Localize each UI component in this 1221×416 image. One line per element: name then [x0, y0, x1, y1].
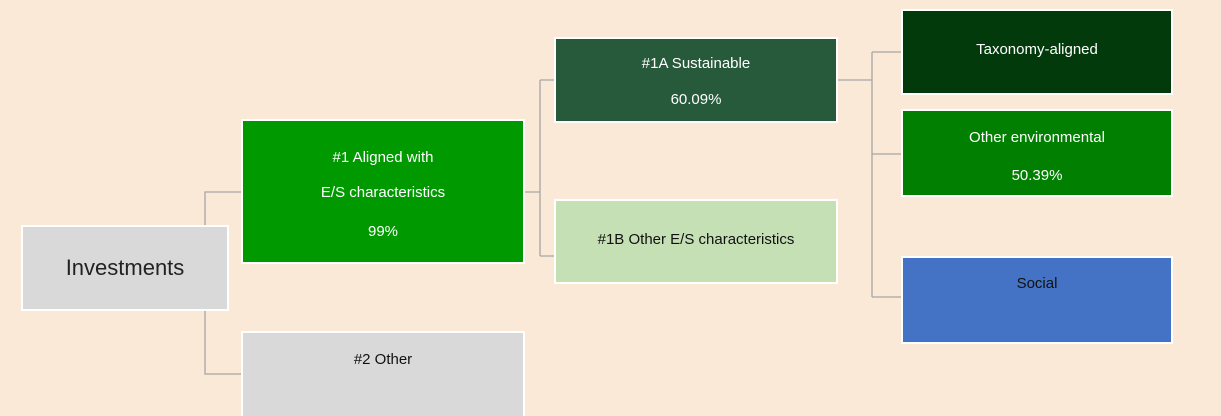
node-box	[901, 256, 1173, 344]
node-label: #1A Sustainable	[642, 55, 750, 72]
connector	[204, 191, 242, 375]
node-label: 60.09%	[671, 91, 722, 108]
node-label: Other environmental	[969, 129, 1105, 146]
node-box	[21, 225, 229, 311]
node: #1 Aligned with E/S characteristics 99%	[241, 119, 525, 264]
node: Other environmental 50.39%	[901, 109, 1173, 197]
node-box	[241, 331, 525, 416]
node: Taxonomy-aligned	[901, 9, 1173, 95]
node-label: Investments	[66, 255, 185, 280]
node-label: 99%	[368, 223, 398, 240]
node-box	[554, 199, 838, 284]
node: #1B Other E/S characteristics	[554, 199, 838, 284]
node: Social	[901, 256, 1173, 344]
node-box	[554, 37, 838, 123]
node-label: E/S characteristics	[321, 184, 445, 201]
node-label: Social	[1017, 275, 1058, 292]
connector	[837, 51, 902, 298]
node: #2 Other	[241, 331, 525, 416]
connector	[524, 79, 555, 257]
node: #1A Sustainable 60.09%	[554, 37, 838, 123]
node-label: #1B Other E/S characteristics	[598, 231, 795, 248]
node-label: 50.39%	[1012, 167, 1063, 184]
node-box	[901, 9, 1173, 95]
node-box	[901, 109, 1173, 197]
node-box	[241, 119, 525, 264]
node: Investments	[21, 225, 229, 311]
node-label: #1 Aligned with	[333, 149, 434, 166]
node-label: #2 Other	[354, 351, 412, 368]
node-label: Taxonomy-aligned	[976, 41, 1098, 58]
connectors	[204, 51, 902, 375]
